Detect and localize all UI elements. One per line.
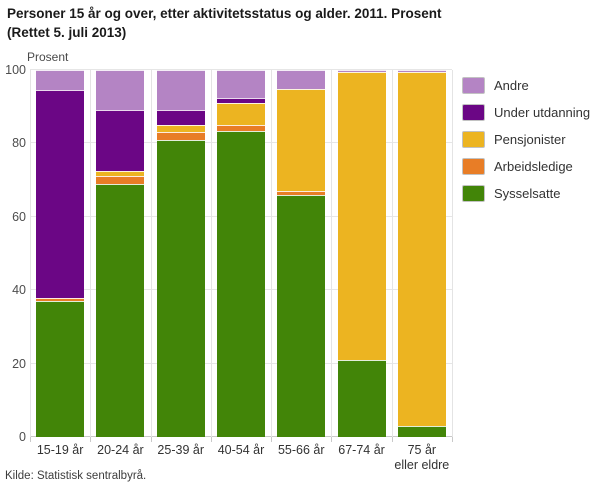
category-separator (211, 70, 212, 437)
x-tickmark (151, 437, 152, 442)
x-tickmark (211, 437, 212, 442)
bar-segment-under-utdanning (217, 97, 265, 104)
plot-area (30, 69, 453, 437)
y-axis-title: Prosent (27, 50, 69, 64)
legend-swatch-sysselsatte (462, 185, 485, 202)
legend-label: Under utdanning (494, 105, 591, 120)
bar-segment-pensjonister (397, 71, 446, 426)
legend-item-under-utdanning: Under utdanning (462, 103, 590, 122)
x-tickmark (90, 437, 91, 442)
x-tickmark (30, 437, 31, 442)
bar-segment-pensjonister (156, 125, 205, 133)
category-separator (271, 70, 272, 437)
y-tick-label-40: 40 (12, 283, 26, 298)
bar-segment-under-utdanning (96, 110, 145, 171)
legend-item-sysselsatte: Sysselsatte (462, 184, 590, 203)
x-tickmark (271, 437, 272, 442)
x-tickmark (331, 437, 332, 442)
legend-item-andre: Andre (462, 76, 590, 95)
category-separator (151, 70, 152, 437)
category-separator (331, 70, 332, 437)
bar-67-74-år (337, 70, 386, 437)
bar-segment-sysselsatte (337, 359, 386, 437)
y-tick-label-80: 80 (12, 136, 26, 151)
legend-label: Andre (494, 78, 529, 93)
bar-segment-sysselsatte (277, 194, 326, 437)
x-tickmark (452, 437, 453, 442)
x-axis-label: 67-74 år (338, 443, 385, 457)
x-axis-label: 15-19 år (36, 443, 84, 457)
bar-segment-pensjonister (96, 170, 145, 177)
category-separator (392, 70, 393, 437)
legend-label: Arbeidsledige (494, 159, 573, 174)
category-separator (90, 70, 91, 437)
category-separator (30, 70, 31, 437)
chart-title-line2: (Rettet 5. juli 2013) (7, 25, 127, 40)
bar-15-19-år (36, 70, 85, 437)
legend-label: Pensjonister (494, 132, 566, 147)
legend-item-pensjonister: Pensjonister (462, 130, 590, 149)
legend-swatch-under-utdanning (462, 104, 485, 121)
bar-segment-andre (277, 70, 326, 90)
bar-segment-andre (36, 70, 85, 91)
legend-swatch-pensjonister (462, 131, 485, 148)
legend-swatch-arbeidsledige (462, 158, 485, 175)
legend-label: Sysselsatte (494, 186, 561, 201)
bar-segment-arbeidsledige (36, 297, 85, 302)
bar-segment-andre (96, 70, 145, 111)
bar-segment-andre (156, 70, 205, 111)
bar-40-54-år (217, 70, 265, 437)
legend-item-arbeidsledige: Arbeidsledige (462, 157, 590, 176)
x-axis-labels: 15-19 år 20-24 år 25-39 år 40-54 år 55-66 år… (30, 443, 452, 473)
bar-segment-under-utdanning (156, 110, 205, 126)
bar-segment-under-utdanning (36, 90, 85, 298)
bar-segment-sysselsatte (217, 130, 265, 437)
bar-segment-arbeidsledige (217, 125, 265, 131)
bar-segment-andre (397, 70, 446, 72)
bar-segment-pensjonister (217, 103, 265, 126)
bar-segment-andre (337, 70, 386, 72)
x-tickmark (392, 437, 393, 442)
gridline-100 (30, 69, 452, 70)
category-separator (452, 70, 453, 437)
y-tick-label-60: 60 (12, 209, 26, 224)
x-axis-label: 20-24 år (97, 443, 144, 457)
source-line: Kilde: Statistisk sentralbyrå. (5, 470, 147, 482)
bar-segment-pensjonister (277, 89, 326, 192)
bar-segment-pensjonister (337, 71, 386, 360)
y-tick-label-100: 100 (5, 63, 26, 77)
bar-segment-sysselsatte (397, 426, 446, 437)
x-axis-label: 75 år eller eldre (394, 443, 450, 472)
bar-segment-arbeidsledige (156, 132, 205, 140)
bar-25-39-år (156, 70, 205, 437)
x-axis-label: 40-54 år (217, 443, 265, 457)
bar-segment-sysselsatte (96, 183, 145, 437)
legend-swatch-andre (462, 77, 485, 94)
y-tick-label-0: 0 (19, 430, 26, 444)
page-title: Personer 15 år og over, etter aktivitets… (7, 4, 567, 42)
bar-segment-arbeidsledige (277, 191, 326, 195)
bar-20-24-år (96, 70, 145, 437)
legend: Andre Under utdanning Pensjonister Arbei… (462, 76, 590, 211)
x-axis-label: 55-66 år (277, 443, 325, 457)
bar-55-66-år (277, 70, 326, 437)
chart-title-line1: Personer 15 år og over, etter aktivitets… (7, 6, 442, 21)
bar-segment-arbeidsledige (96, 176, 145, 184)
x-axis-label: 25-39 år (157, 443, 204, 457)
bar-75-år-eller-eldre (397, 70, 446, 437)
bar-segment-sysselsatte (156, 139, 205, 437)
bar-segment-andre (217, 70, 265, 98)
bar-segment-sysselsatte (36, 301, 85, 437)
y-tick-label-20: 20 (12, 356, 26, 371)
